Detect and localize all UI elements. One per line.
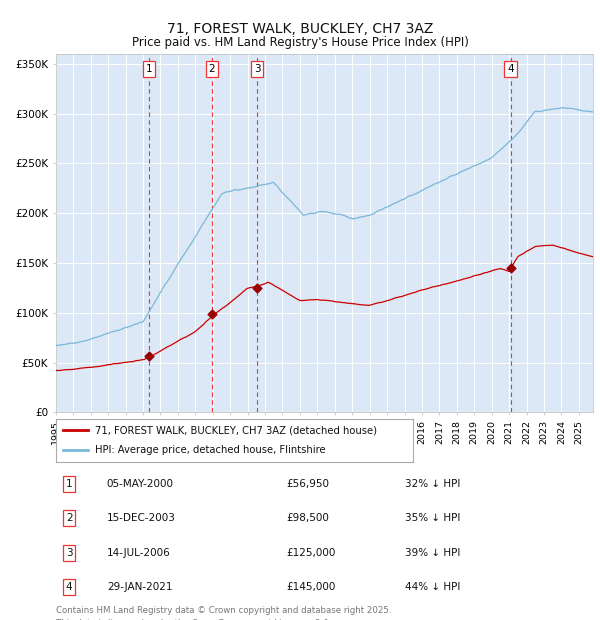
Text: 2: 2 xyxy=(209,64,215,74)
Text: HPI: Average price, detached house, Flintshire: HPI: Average price, detached house, Flin… xyxy=(95,445,326,455)
Text: £145,000: £145,000 xyxy=(287,582,336,592)
Text: 39% ↓ HPI: 39% ↓ HPI xyxy=(405,547,460,558)
Text: £125,000: £125,000 xyxy=(287,547,336,558)
Text: This data is licensed under the Open Government Licence v3.0.: This data is licensed under the Open Gov… xyxy=(56,619,331,620)
Text: 1: 1 xyxy=(146,64,152,74)
Text: Price paid vs. HM Land Registry's House Price Index (HPI): Price paid vs. HM Land Registry's House … xyxy=(131,36,469,49)
Point xyxy=(145,351,154,361)
Text: 32% ↓ HPI: 32% ↓ HPI xyxy=(405,479,460,489)
Text: £98,500: £98,500 xyxy=(287,513,329,523)
Text: 14-JUL-2006: 14-JUL-2006 xyxy=(107,547,170,558)
Text: 15-DEC-2003: 15-DEC-2003 xyxy=(107,513,176,523)
Text: £56,950: £56,950 xyxy=(287,479,330,489)
Point xyxy=(207,309,217,319)
Point xyxy=(506,263,515,273)
Text: 2: 2 xyxy=(66,513,73,523)
Text: 29-JAN-2021: 29-JAN-2021 xyxy=(107,582,172,592)
Text: 71, FOREST WALK, BUCKLEY, CH7 3AZ: 71, FOREST WALK, BUCKLEY, CH7 3AZ xyxy=(167,22,433,36)
Text: 3: 3 xyxy=(66,547,73,558)
Text: 1: 1 xyxy=(66,479,73,489)
Text: Contains HM Land Registry data © Crown copyright and database right 2025.: Contains HM Land Registry data © Crown c… xyxy=(56,606,391,615)
Text: 05-MAY-2000: 05-MAY-2000 xyxy=(107,479,174,489)
Text: 71, FOREST WALK, BUCKLEY, CH7 3AZ (detached house): 71, FOREST WALK, BUCKLEY, CH7 3AZ (detac… xyxy=(95,425,377,435)
Text: 4: 4 xyxy=(507,64,514,74)
Point xyxy=(252,283,262,293)
Text: 3: 3 xyxy=(254,64,260,74)
Text: 35% ↓ HPI: 35% ↓ HPI xyxy=(405,513,460,523)
Text: 4: 4 xyxy=(66,582,73,592)
Text: 44% ↓ HPI: 44% ↓ HPI xyxy=(405,582,460,592)
